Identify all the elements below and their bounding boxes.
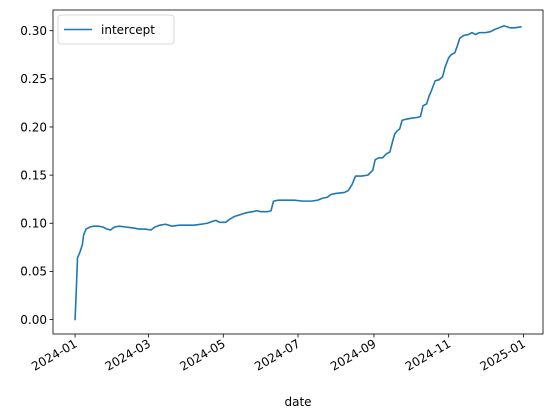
legend-box	[57, 14, 175, 45]
x-tick-label: 2025-01	[477, 336, 527, 373]
plot-area	[53, 10, 543, 334]
y-tick-label: 0.05	[20, 265, 47, 279]
legend-label-intercept: intercept	[101, 23, 155, 37]
x-tick-label: 2024-05	[177, 336, 227, 373]
x-tick-label: 2024-01	[29, 336, 79, 373]
y-tick-label: 0.25	[20, 72, 47, 86]
y-tick-label: 0.10	[20, 217, 47, 231]
x-axis-ticks: 2024-01 2024-03 2024-05 2024-07 2024-09 2024-…	[29, 334, 528, 374]
y-tick-label: 0.30	[20, 24, 47, 38]
plot-frame	[52, 9, 544, 335]
x-tick-label: 2024-11	[403, 336, 453, 373]
x-axis-label: date	[284, 395, 311, 409]
y-tick-label: 0.20	[20, 120, 47, 134]
series-line-intercept	[74, 25, 522, 321]
legend: intercept	[57, 14, 175, 45]
x-tick-label: 2024-09	[328, 336, 378, 373]
x-tick-label: 2024-03	[103, 336, 153, 373]
y-tick-label: 0.00	[20, 313, 47, 327]
y-tick-label: 0.15	[20, 168, 47, 182]
x-tick-label: 2024-07	[252, 336, 302, 373]
y-axis-ticks: 0.00 0.05 0.10 0.15 0.20 0.25 0.30	[20, 24, 53, 327]
